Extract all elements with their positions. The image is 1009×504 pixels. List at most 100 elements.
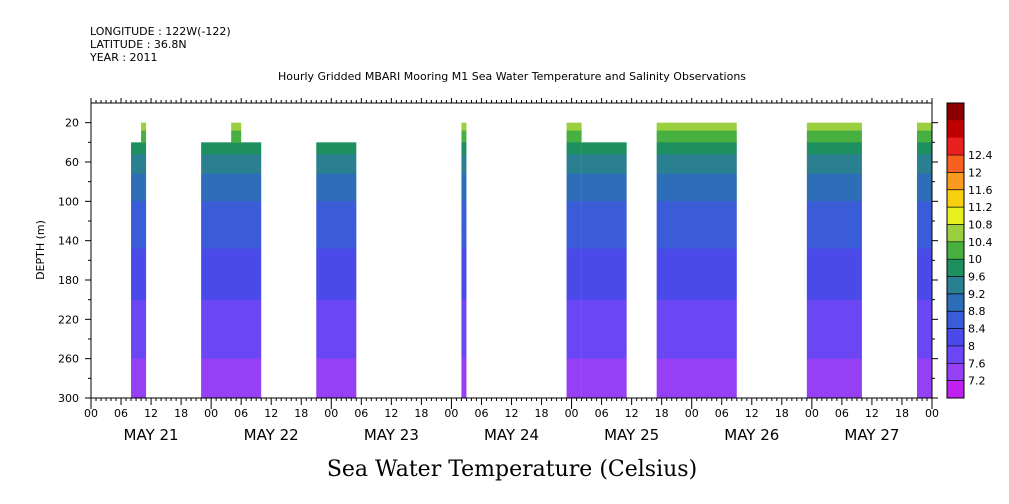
colorbar-label: 11.2 xyxy=(968,201,993,214)
data-segment-1-notch-cell xyxy=(231,122,242,127)
data-segment-1-cell xyxy=(201,394,262,399)
data-segment-3-cell xyxy=(461,394,467,399)
data-segment-4-cell xyxy=(566,189,582,194)
x-tick-label: 00 xyxy=(685,407,699,420)
data-segment-7-cell xyxy=(806,142,862,147)
data-segment-6-cell xyxy=(656,342,737,348)
data-segment-4-cell xyxy=(566,228,582,234)
data-segment-4-cell xyxy=(566,331,582,336)
data-segment-3-cell xyxy=(461,323,467,328)
data-segment-7-cell xyxy=(806,362,862,367)
data-segment-0-cell xyxy=(131,280,147,285)
data-segment-8-cell xyxy=(916,276,932,281)
data-segment-3-cell xyxy=(461,209,467,214)
data-segment-6-cell xyxy=(656,354,737,360)
data-segment-1-cell xyxy=(201,283,262,289)
data-segment-7-cell xyxy=(806,366,862,371)
data-segment-5-cell xyxy=(581,346,627,352)
data-segment-4-cell xyxy=(566,295,582,301)
data-segment-8-cell xyxy=(916,189,932,194)
data-segment-8-cell xyxy=(916,177,932,183)
data-segment-0-cell xyxy=(131,154,147,159)
data-segment-7-cell xyxy=(806,272,862,277)
data-segment-5-cell xyxy=(581,280,627,285)
data-segment-6-cell xyxy=(656,138,737,143)
data-segment-2-cell xyxy=(316,268,357,273)
data-segment-4-cell xyxy=(566,291,582,297)
data-segment-0-cell xyxy=(131,209,147,214)
data-segment-8-cell xyxy=(916,122,932,127)
data-segment-5-cell xyxy=(581,366,627,371)
data-segment-3-cell xyxy=(461,335,467,340)
colorbar-label: 10.8 xyxy=(968,218,993,231)
data-segment-5-cell xyxy=(581,350,627,356)
data-segment-0-notch-cell xyxy=(141,130,147,135)
data-segment-3-cell xyxy=(461,201,467,206)
data-segment-0-cell xyxy=(131,382,147,387)
data-segment-4-cell xyxy=(566,319,582,324)
colorbar-swatch xyxy=(947,224,964,243)
data-segment-5-cell xyxy=(581,342,627,348)
data-segment-3-cell xyxy=(461,315,467,320)
data-segment-1-cell xyxy=(201,165,262,171)
day-label: MAY 21 xyxy=(124,426,179,444)
data-segment-4-cell xyxy=(566,264,582,269)
data-segment-8-cell xyxy=(916,252,932,257)
data-segment-7-cell xyxy=(806,209,862,214)
data-segment-1-cell xyxy=(201,370,262,375)
data-segment-8-cell xyxy=(916,394,932,399)
data-segment-5-cell xyxy=(581,362,627,367)
data-segment-5-cell xyxy=(581,248,627,253)
data-segment-0-cell xyxy=(131,327,147,332)
data-segment-8-cell xyxy=(916,244,932,249)
data-segment-4-cell xyxy=(566,386,582,391)
x-tick-label: 00 xyxy=(444,407,458,420)
data-segment-2-cell xyxy=(316,331,357,336)
data-segment-3-cell xyxy=(461,342,467,348)
data-segment-1-cell xyxy=(201,256,262,261)
data-segment-6-cell xyxy=(656,158,737,163)
data-segment-8-cell xyxy=(916,193,932,198)
data-segment-6-cell xyxy=(656,327,737,332)
colorbar-label: 11.6 xyxy=(968,184,993,197)
data-segment-1-cell xyxy=(201,339,262,344)
data-segment-0-cell xyxy=(131,240,147,245)
data-segment-3-cell xyxy=(461,268,467,273)
data-segment-5-cell xyxy=(581,331,627,336)
data-segment-8-cell xyxy=(916,272,932,277)
data-segment-4-cell xyxy=(566,209,582,214)
colorbar-label: 9.6 xyxy=(968,271,986,284)
data-segment-8-cell xyxy=(916,205,932,210)
data-segment-2-cell xyxy=(316,339,357,344)
data-segment-2-cell xyxy=(316,303,357,308)
data-segment-4-cell xyxy=(566,342,582,348)
data-segment-8-cell xyxy=(916,232,932,238)
data-segment-8-cell xyxy=(916,346,932,352)
data-segment-1-cell xyxy=(201,244,262,249)
data-segment-3-cell xyxy=(461,173,467,179)
data-segment-8-cell xyxy=(916,236,932,242)
data-segment-5-cell xyxy=(581,382,627,387)
data-segment-6-cell xyxy=(656,240,737,245)
data-segment-0-cell xyxy=(131,244,147,249)
data-segment-3-cell xyxy=(461,303,467,308)
data-segment-6-cell xyxy=(656,217,737,222)
data-segment-0-cell xyxy=(131,350,147,356)
data-segment-3-cell xyxy=(461,217,467,222)
data-segment-8-cell xyxy=(916,390,932,395)
data-segment-8-cell xyxy=(916,209,932,214)
data-segment-3-cell xyxy=(461,122,467,127)
data-segment-3-cell xyxy=(461,138,467,143)
data-segment-5-cell xyxy=(581,335,627,340)
data-segment-7-cell xyxy=(806,394,862,399)
data-segment-3-cell xyxy=(461,134,467,139)
data-segment-0-notch-cell xyxy=(141,122,147,127)
data-segment-6-cell xyxy=(656,370,737,375)
data-segment-3-cell xyxy=(461,205,467,210)
data-segment-0-notch-cell xyxy=(141,134,147,139)
data-segment-3-cell xyxy=(461,307,467,312)
data-segment-2-cell xyxy=(316,366,357,371)
data-segment-6-cell xyxy=(656,291,737,297)
data-segment-4-cell xyxy=(566,146,582,151)
data-segment-3-cell xyxy=(461,311,467,316)
